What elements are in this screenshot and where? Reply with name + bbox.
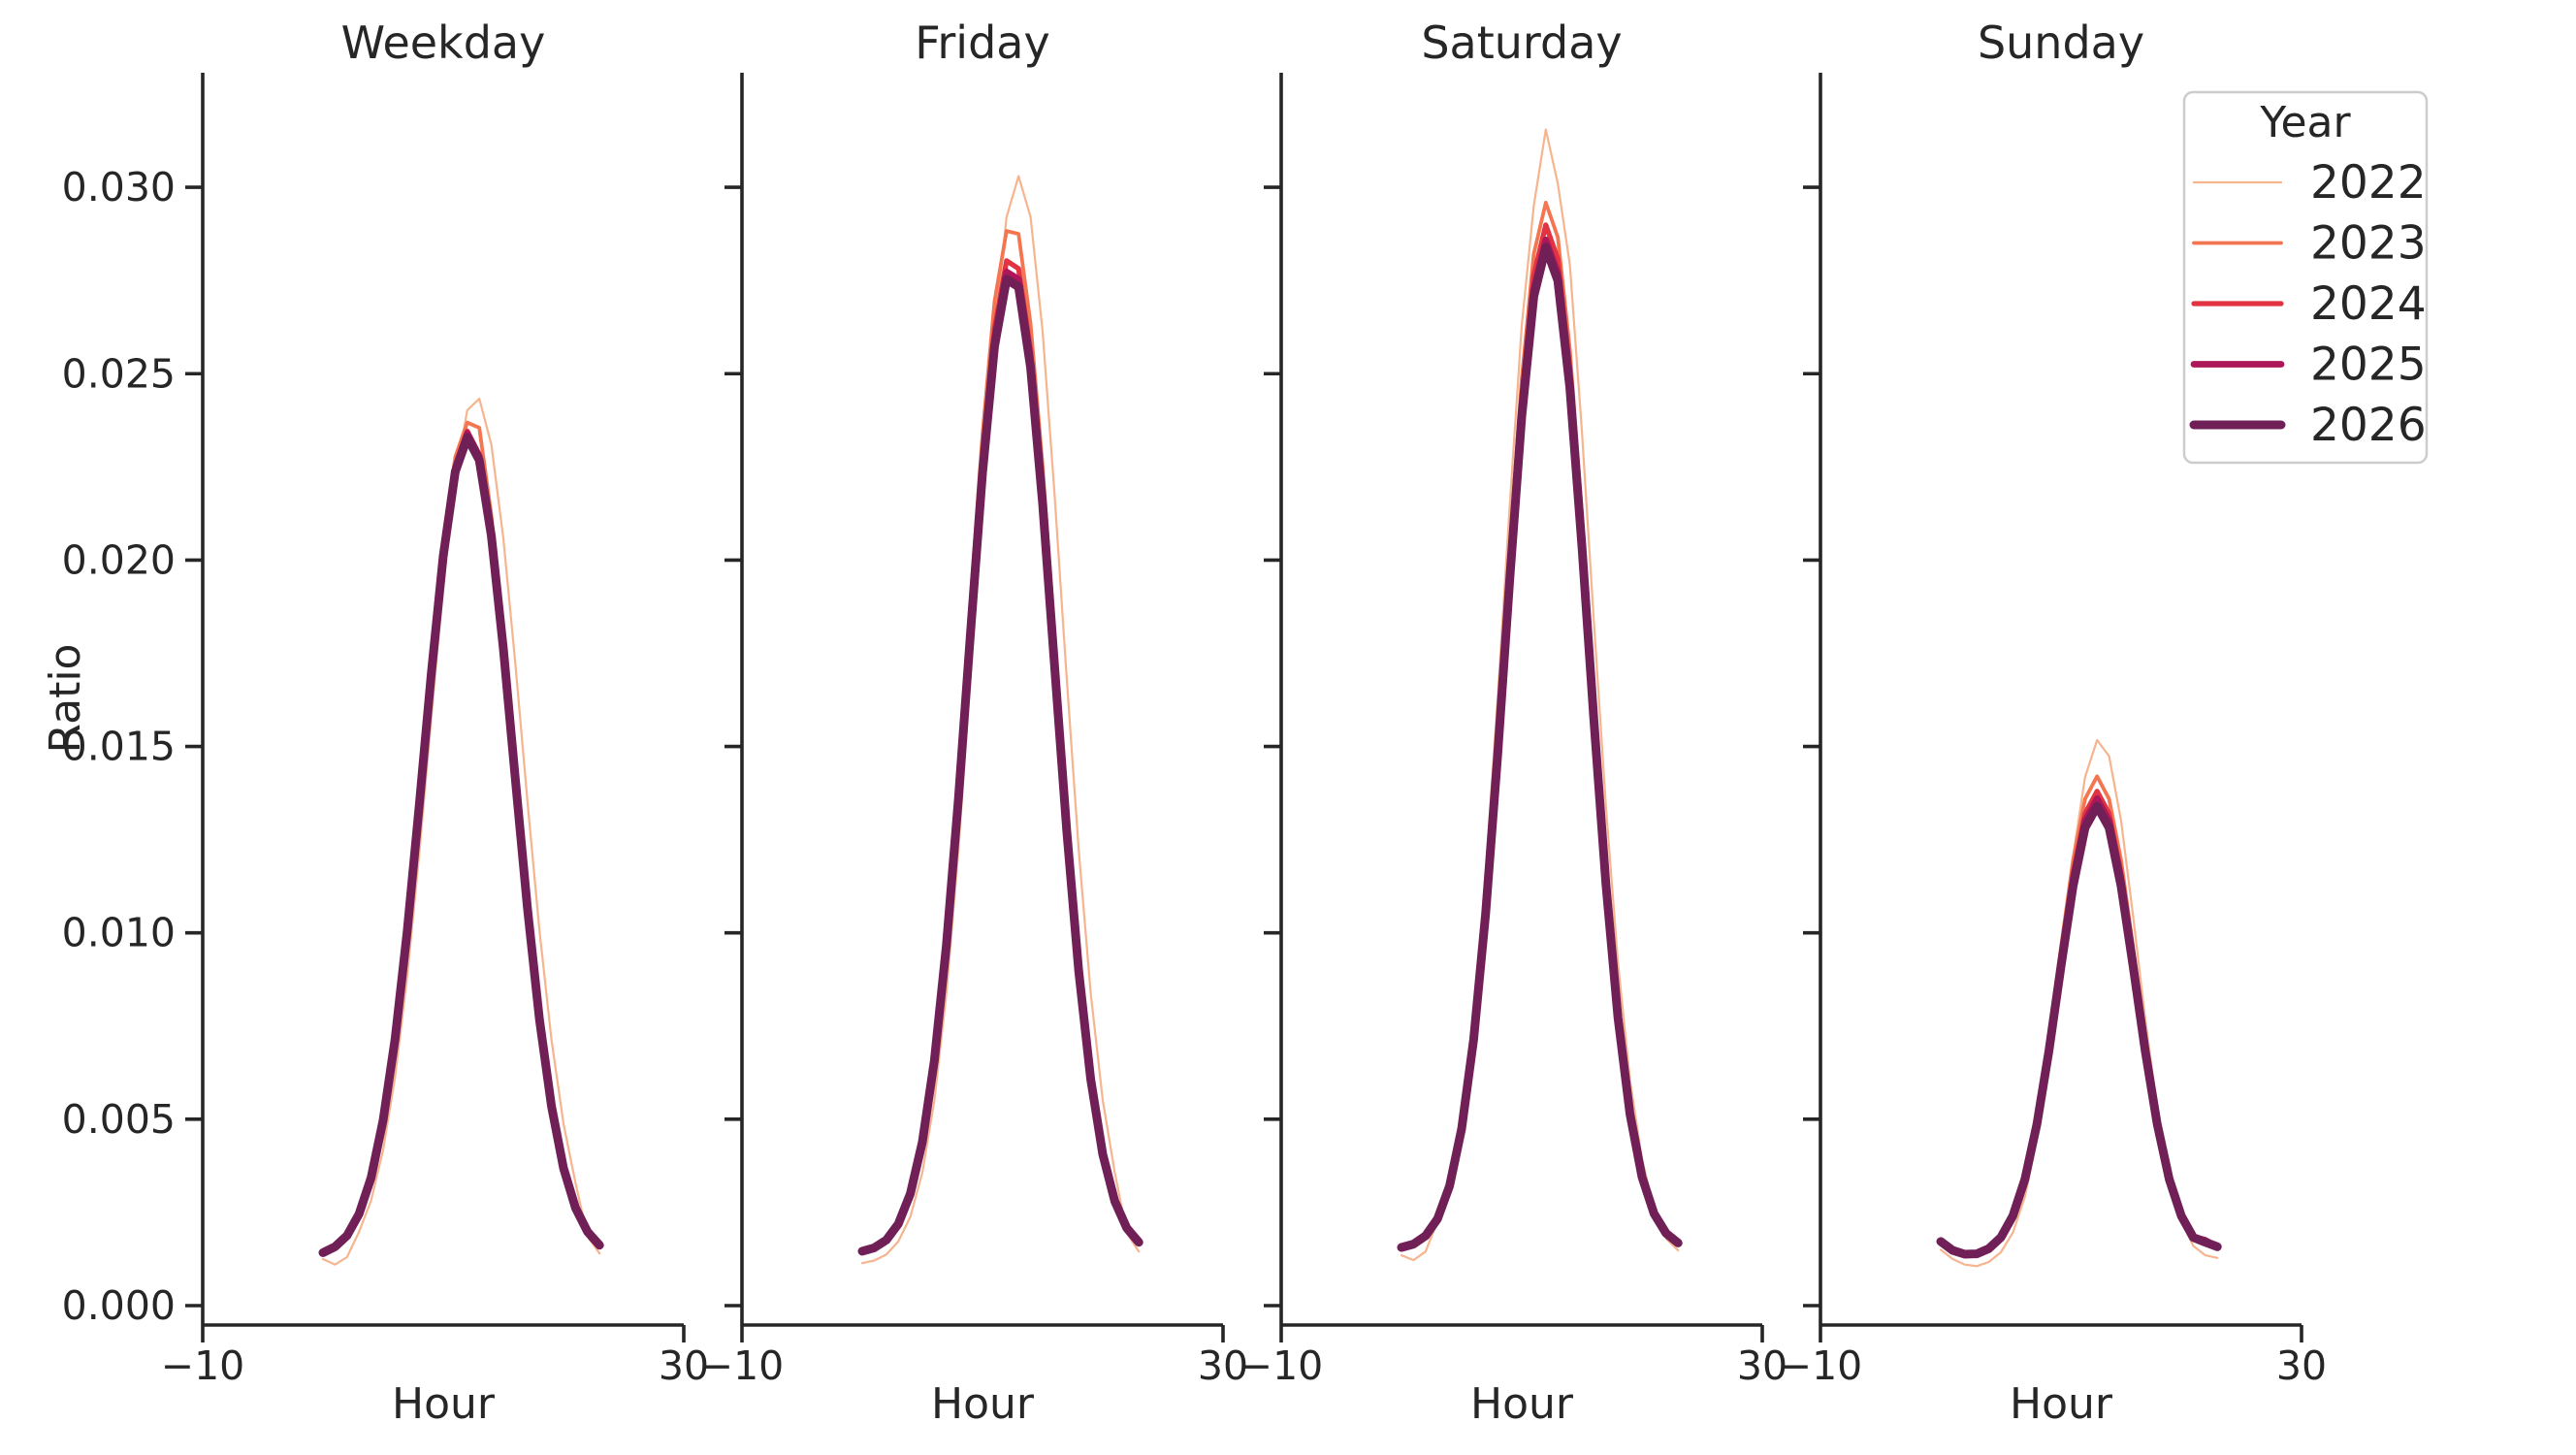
x-axis-label: Hour (2010, 1379, 2113, 1429)
series-line-2026 (318, 433, 604, 1257)
panel-title: Friday (915, 16, 1049, 69)
y-axis-tick-label: 0.005 (62, 1096, 176, 1143)
y-axis-tick-label: 0.020 (62, 536, 176, 583)
y-axis-tick-label: 0.000 (62, 1282, 176, 1329)
series-line-2026 (1397, 242, 1683, 1252)
panel-title: Sunday (1978, 16, 2144, 69)
legend-entry-label: 2022 (2310, 156, 2427, 210)
y-axis-label: Ratio (41, 644, 90, 754)
y-axis-tick-label: 0.025 (62, 350, 176, 397)
x-axis-tick-label: −10 (1779, 1342, 1863, 1389)
x-axis-tick-label: −10 (1240, 1342, 1324, 1389)
series-line-2026 (857, 275, 1143, 1256)
x-axis-tick-label: 30 (659, 1342, 709, 1389)
series-line-2025 (1398, 236, 1682, 1251)
legend-title: Year (2259, 98, 2351, 147)
legend-box (2182, 90, 2429, 465)
x-axis-tick-label: −10 (700, 1342, 785, 1389)
x-axis-label: Hour (1470, 1379, 1574, 1429)
y-axis-tick-label: 0.015 (62, 724, 176, 770)
series-line-2023 (1400, 200, 1681, 1249)
y-axis-tick-label: 0.010 (62, 910, 176, 956)
x-axis-tick-label: 30 (1737, 1342, 1787, 1389)
legend-entry-label: 2024 (2310, 277, 2427, 331)
panel-title: Saturday (1421, 16, 1622, 69)
series-line-2022 (1400, 128, 1680, 1262)
x-axis-label: Hour (392, 1379, 496, 1429)
x-axis-label: Hour (931, 1379, 1035, 1429)
legend-entry-label: 2026 (2310, 399, 2427, 452)
series-line-2026 (1936, 801, 2222, 1259)
x-axis-tick-label: 30 (2276, 1342, 2327, 1389)
series-line-2024 (1399, 222, 1681, 1250)
x-axis-tick-label: −10 (161, 1342, 245, 1389)
y-axis-tick-label: 0.030 (62, 164, 176, 210)
x-axis-tick-label: 30 (1198, 1342, 1248, 1389)
legend-entry-label: 2025 (2310, 339, 2427, 392)
legend-entry-label: 2023 (2310, 217, 2427, 271)
panel-title: Weekday (341, 16, 546, 69)
